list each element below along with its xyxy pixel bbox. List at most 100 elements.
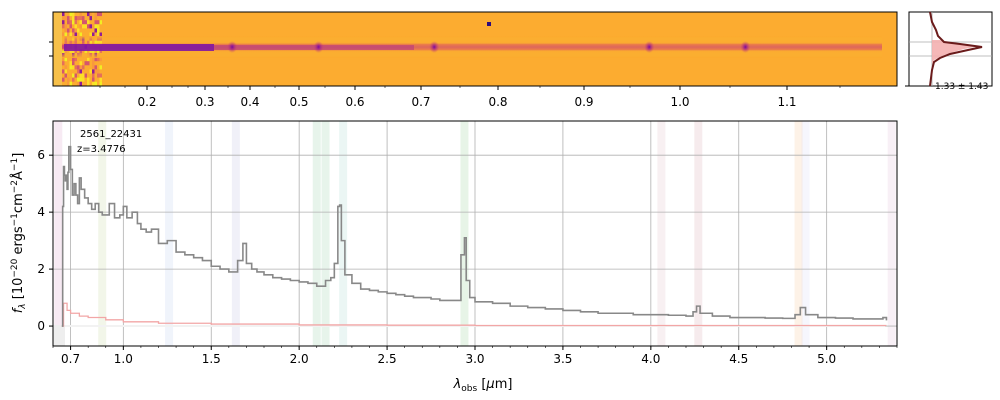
noise-pixel [94,81,97,86]
noise-pixel [77,28,80,33]
y-tick-label: 4 [37,205,45,219]
emission-line-band [98,121,107,346]
noise-pixel [72,57,75,62]
noise-pixel [87,24,90,29]
noise-pixel [74,28,77,33]
noise-pixel [62,24,65,29]
noise-pixel [69,12,72,17]
series-line [61,145,888,327]
noise-pixel [74,16,77,21]
emission-line-band [54,121,63,346]
emission-line-band [887,121,896,346]
noise-pixel [69,65,72,70]
spatial-profile-panel: 1.33 ± 1.43 [905,11,993,92]
noise-pixel [74,24,77,29]
noise-pixel [79,69,82,74]
spectrum-1d-panel: 0.7 1.0 1.5 2.0 2.5 3.0 3.5 4.0 4.5 5.0 0 2 4 6 2561… [10,120,898,394]
noise-pixel [87,77,90,82]
noise-pixel [79,73,82,78]
noise-pixel [74,65,77,70]
noise-pixel [94,12,97,17]
noise-pixel [72,16,75,21]
x-tick-label: 2.5 [378,352,397,366]
noise-pixel [87,81,90,86]
noise-pixel [94,20,97,25]
top-tick-label: 0.3 [195,95,214,109]
noise-pixel [99,20,102,25]
x-tick-label: 4.0 [641,352,660,366]
noise-pixel [77,81,80,86]
noise-pixel [79,77,82,82]
noise-pixel [64,57,67,62]
x-axis: 0.7 1.0 1.5 2.0 2.5 3.0 3.5 4.0 4.5 5.0 [52,346,898,366]
noise-pixel [69,81,72,86]
noise-pixel [99,32,102,37]
noise-pixel [62,77,65,82]
noise-pixel [62,69,65,74]
y-tick-label: 6 [37,148,45,162]
emission-line-band [801,121,810,346]
noise-pixel [79,81,82,86]
noise-pixel [64,24,67,29]
object-id-label: 2561_22431 [80,129,142,140]
noise-pixel [72,28,75,33]
noise-pixel [92,61,95,66]
noise-pixel [69,20,72,25]
emission-line-band [231,121,240,346]
noise-pixel [62,20,65,25]
noise-pixel [79,16,82,21]
noise-pixel [67,20,70,25]
noise-pixel [99,73,102,78]
noise-pixel [72,73,75,78]
top-tick-label: 0.6 [345,95,364,109]
top-tick-label: 0.7 [411,95,430,109]
emission-line-band [165,121,174,346]
spectrum-2d-emission-blobs [227,41,751,53]
noise-pixel [64,65,67,70]
noise-pixel [64,69,67,74]
noise-pixel [92,69,95,74]
noise-pixel [97,57,100,62]
noise-pixel [94,16,97,21]
noise-pixel [94,28,97,33]
emission-line-band [312,121,321,346]
noise-pixel [79,61,82,66]
noise-pixel [89,69,92,74]
noise-pixel [77,65,80,70]
top-tick-label: 0.8 [488,95,507,109]
noise-pixel [92,57,95,62]
noise-pixel [97,73,100,78]
noise-pixel [77,77,80,82]
noise-pixel [72,77,75,82]
profile-annotation: 1.33 ± 1.43 [935,82,988,92]
noise-pixel [89,32,92,37]
y-tick-label: 0 [37,319,45,333]
x-tick-label: 4.5 [729,352,748,366]
noise-pixel [72,20,75,25]
noise-pixel [72,12,75,17]
emission-line-band [794,121,803,346]
noise-pixel [64,28,67,33]
noise-pixel [64,73,67,78]
y-axis: 0 2 4 6 [37,148,53,333]
x-tick-label: 2.0 [290,352,309,366]
noise-pixel [74,20,77,25]
y-axis-label: fλ [10−20 ergs−1cm−2Å−1] [10,153,28,314]
noise-pixel [94,57,97,62]
noise-pixel [72,32,75,37]
top-tick-label: 0.9 [574,95,593,109]
top-tick-label: 0.4 [240,95,259,109]
noise-pixel [89,16,92,21]
noise-pixel [92,73,95,78]
series-line [61,302,887,327]
y-tick-label: 2 [37,262,45,276]
noise-pixel [97,20,100,25]
noise-pixel [64,32,67,37]
top-tick-label: 1.1 [777,95,796,109]
noise-pixel [69,24,72,29]
noise-pixel [99,81,102,86]
noise-pixel [82,73,85,78]
noise-pixel [62,12,65,17]
noise-pixel [87,12,90,17]
noise-pixel [67,16,70,21]
